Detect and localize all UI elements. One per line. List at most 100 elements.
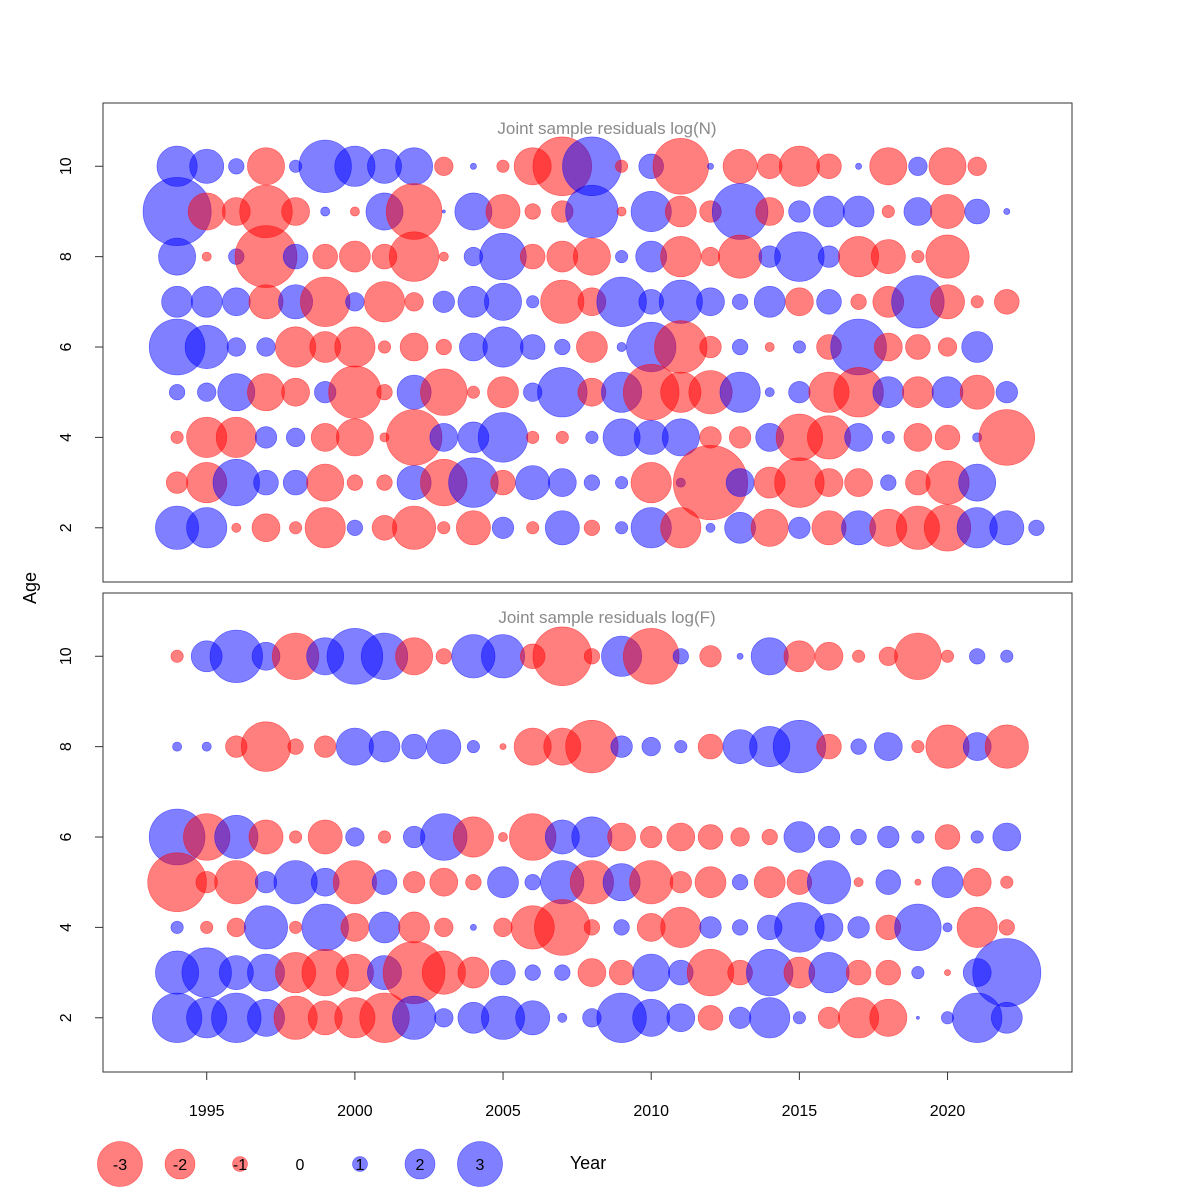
bubble-age4-2020 <box>934 424 961 451</box>
bubble-age10-2010 <box>622 628 680 685</box>
bubble-age7-2002 <box>404 292 424 312</box>
panel-top-title: Joint sample residuals log(N) <box>497 119 716 138</box>
bubble-age8-1995 <box>201 251 212 262</box>
bubble-age9-2021 <box>964 198 990 225</box>
panel-bottom-title: Joint sample residuals log(F) <box>498 608 715 627</box>
bubble-age3-2020 <box>944 969 951 976</box>
bubble-age4-1996 <box>215 416 257 458</box>
bubble-age9-2016 <box>813 195 845 228</box>
legend-label: -2 <box>173 1157 187 1174</box>
bubble-age2-2015 <box>788 516 811 539</box>
bubble-age6-2004 <box>452 816 494 858</box>
bubble-age4-2008 <box>585 430 599 444</box>
bubble-age3-2012 <box>686 948 735 997</box>
bubble-age7-2005 <box>484 282 522 321</box>
bubble-age2-2018 <box>869 998 908 1037</box>
bubble-age10-2017 <box>852 649 866 663</box>
bubble-age7-2022 <box>994 289 1020 315</box>
bubble-age6-2000 <box>334 326 376 368</box>
bubble-age8-2020 <box>925 234 970 279</box>
bubble-age2-2006 <box>515 1000 551 1036</box>
bubble-age9-2017 <box>842 195 875 228</box>
bubble-age6-2019 <box>905 334 931 360</box>
bubble-age8-1998 <box>282 243 309 270</box>
bubble-age2-2006 <box>526 521 540 535</box>
bubble-age9-2020 <box>930 194 965 229</box>
bubble-age9-1998 <box>281 197 310 226</box>
bubble-age5-2001 <box>371 869 398 895</box>
bubble-age5-2004 <box>466 385 480 399</box>
bubble-age3-2010 <box>632 953 671 992</box>
bubble-age3-2010 <box>630 462 672 504</box>
bubble-age2-2012 <box>697 1005 724 1031</box>
legend-bubble <box>404 1148 436 1180</box>
bubble-age4-2019 <box>894 903 942 952</box>
bubble-age8-2004 <box>466 740 480 754</box>
bubble-age2-2020 <box>940 1011 954 1025</box>
bubble-age7-2006 <box>526 295 540 309</box>
bubble-age4-2013 <box>731 919 749 936</box>
bubble-age10-2003 <box>434 156 454 176</box>
bubble-age5-2012 <box>694 866 727 899</box>
bubble-age5-2020 <box>931 866 964 899</box>
bubble-age10-2012 <box>699 645 722 668</box>
bubble-age8-2017 <box>850 738 867 755</box>
y-tick-label: 6 <box>58 832 75 841</box>
bubble-age5-1995 <box>195 871 218 894</box>
panel-top: Joint sample residuals log(N) 2 4 6 8 10 <box>58 102 1073 583</box>
bubble-age5-2005 <box>487 376 519 409</box>
bubble-age6-2014 <box>764 342 775 352</box>
bubble-age4-1999 <box>310 423 340 452</box>
bubble-age5-2006 <box>524 874 541 891</box>
bubble-age10-2015 <box>778 145 820 187</box>
bubble-age6-2013 <box>731 338 749 356</box>
bubble-age6-2022 <box>992 822 1022 852</box>
bubble-age3-2016 <box>808 952 850 994</box>
bubble-age2-1995 <box>186 507 228 549</box>
bubble-age4-1997 <box>254 426 278 449</box>
bubble-age5-2016 <box>806 860 851 905</box>
bubble-age10-1994 <box>170 649 184 663</box>
bubble-age6-2018 <box>877 825 900 849</box>
bubble-age8-2000 <box>335 727 374 766</box>
panel-bottom: Joint sample residuals log(F) 2 4 6 8 10 <box>58 592 1073 1073</box>
legend-bubble <box>457 1141 503 1187</box>
bubble-age6-2014 <box>761 828 778 846</box>
bubble-age5-2004 <box>465 874 482 891</box>
legend-bubble <box>97 1141 143 1187</box>
bubble-age4-2000 <box>340 913 370 942</box>
bubble-age5-2018 <box>875 869 901 895</box>
bubble-age4-2016 <box>814 913 844 942</box>
y-tick-label: 8 <box>58 742 75 751</box>
bubble-age2-2019 <box>916 1015 920 1020</box>
legend-label: 0 <box>296 1157 305 1174</box>
bubble-age9-2014 <box>755 197 785 226</box>
bubble-age5-2019 <box>914 878 922 886</box>
bubble-age9-2022 <box>1003 208 1011 215</box>
bubble-age10-2017 <box>855 162 862 170</box>
bubble-age7-2000 <box>345 292 365 312</box>
bubble-age7-2012 <box>696 287 725 317</box>
bubble-age2-1997 <box>251 513 281 543</box>
bubble-age9-2019 <box>903 197 933 226</box>
bubble-age2-2016 <box>817 1006 841 1029</box>
bubble-age8-2020 <box>925 724 970 769</box>
bubble-age5-2017 <box>853 877 864 888</box>
y-tick-label: 6 <box>58 342 75 351</box>
bubble-age10-1995 <box>189 148 225 184</box>
bubble-age8-2003 <box>438 251 449 262</box>
bubble-age10-2007 <box>532 626 592 686</box>
bubble-age10-2019 <box>908 156 928 176</box>
x-axis-label: Year <box>570 1153 606 1173</box>
bubble-age8-2001 <box>368 730 401 763</box>
bubble-age3-2017 <box>844 468 873 497</box>
bubble-age3-2008 <box>583 474 601 491</box>
bubble-age9-2006 <box>524 203 541 220</box>
bubble-age6-2016 <box>817 825 841 849</box>
bubble-age8-2018 <box>870 239 906 275</box>
y-tick-label: 4 <box>58 433 75 442</box>
bubble-age7-2007 <box>540 279 585 324</box>
bubble-age8-2019 <box>911 250 925 264</box>
bubble-age8-2012 <box>697 733 724 760</box>
bubble-age5-2022 <box>1000 875 1014 889</box>
